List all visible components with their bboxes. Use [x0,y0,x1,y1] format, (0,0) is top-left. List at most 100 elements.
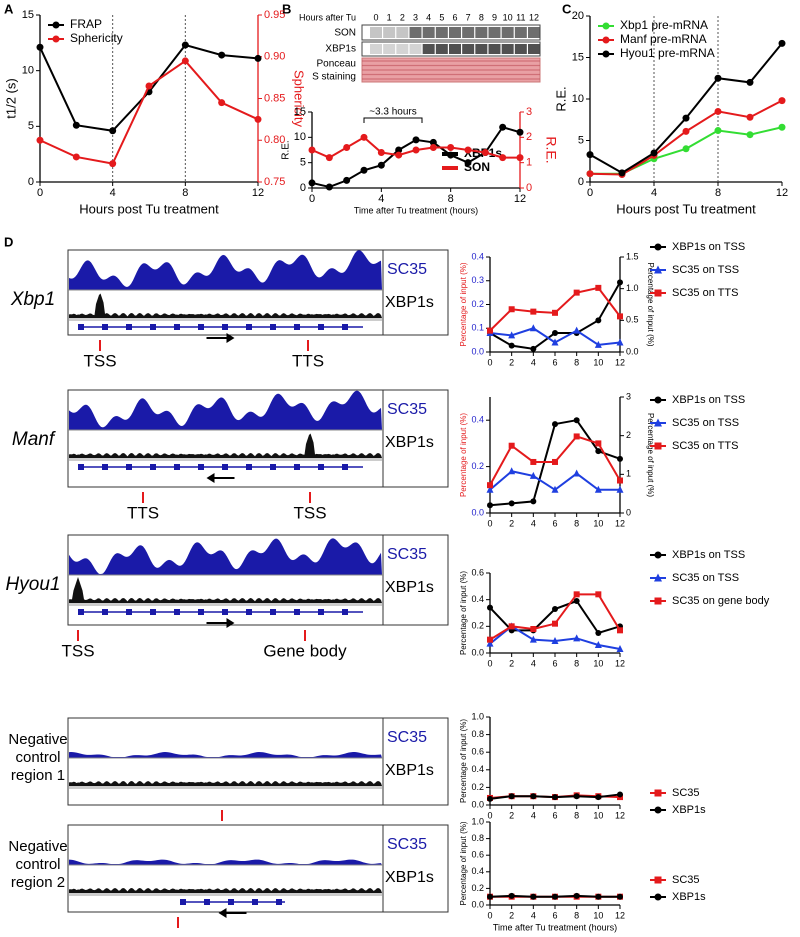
exon [318,324,324,330]
marker [377,161,385,169]
marker [573,326,581,334]
x-tick-label: 0 [487,910,492,920]
marker [530,345,537,352]
panel-label: A [4,1,14,16]
marker [551,485,559,493]
y2-tick-label: 2 [626,430,631,440]
marker [181,57,189,65]
annotation-bracket [363,117,423,123]
x-tick-label: 10 [593,810,603,820]
marker [573,591,580,598]
x-tick-label: 6 [552,910,557,920]
marker [499,154,507,162]
x-tick-label: 0 [309,193,315,205]
marker [530,308,537,315]
y-tick-label: 0.8 [471,833,484,843]
x-tick-label: 2 [509,658,514,668]
y-tick-label: 15 [572,51,584,63]
marker [487,893,493,900]
marker [573,433,580,440]
legend-label: XBP1s on TSS [672,549,745,561]
marker [72,153,80,161]
sc35-coverage [69,859,382,865]
marker [654,551,662,559]
x-tick-label: 4 [531,658,536,668]
exon [294,464,300,470]
exon [150,464,156,470]
lane-label: 11 [516,12,525,22]
x-axis-label: Hours post Tu treatment [79,201,219,216]
y2-tick-label: 3 [526,106,532,118]
marker [109,127,117,135]
y2-tick-label: 2 [526,131,532,143]
x-tick-label: 10 [593,658,603,668]
marker [360,166,368,174]
legend-label: SC35 on TTS [672,287,738,299]
exon [150,324,156,330]
marker [72,121,80,129]
region-name: Negative [8,838,67,855]
y2-tick-label: 0.5 [626,315,639,325]
marker [516,154,524,162]
y-tick-label: 0.0 [471,899,484,909]
marker [325,154,333,162]
x-tick-label: 12 [252,187,264,199]
x-axis-label: Time after Tu treatment (hours) [493,922,617,932]
legend-label: XBP1s [672,804,706,816]
legend-label: SC35 on gene body [672,595,770,607]
x-axis-label: Hours post Tu treatment [616,201,756,216]
exon [102,324,108,330]
son-band [370,27,382,38]
region-name: Negative [8,731,67,748]
legend-label: XBP1s [672,891,706,903]
marker [412,136,420,144]
exon [228,899,234,905]
marker [508,342,515,349]
x-tick-label: 0 [487,658,492,668]
y-tick-label: 0.2 [471,782,484,792]
marker [486,485,494,493]
x-tick-label: 0 [37,187,43,199]
y-tick-label: 0.2 [471,299,484,309]
y-axis-label: Percentage of input (%) [459,571,468,655]
x-tick-label: 0 [487,357,492,367]
marker [602,22,610,30]
marker [530,893,537,900]
marker [778,39,786,47]
marker [508,442,515,449]
marker [552,794,558,801]
marker [617,455,623,462]
panel-label: B [282,1,291,16]
marker [508,623,515,630]
y2-tick-label: 0 [626,507,631,517]
site-label: TSS [83,351,116,370]
marker [516,128,524,136]
lane-label: 6 [452,12,457,22]
marker [602,50,610,58]
region-name: control [15,856,60,873]
marker [654,573,662,582]
legend-label: Sphericity [70,31,123,45]
y2-axis-label: R.E. [543,136,559,163]
son-band [514,27,527,38]
exon [342,464,348,470]
y2-tick-label: 0.85 [264,92,285,104]
legend-label: FRAP [70,17,102,31]
exon [150,609,156,615]
y-tick-label: 0 [28,176,34,188]
exon [222,464,228,470]
y2-tick-label: 0.75 [264,176,285,188]
legend-label: SC35 [672,787,700,799]
exon [78,324,84,330]
signal-label: SC35 [387,261,427,278]
marker [325,183,333,191]
xbp1s-band [475,44,488,54]
x-tick-label: 8 [574,810,579,820]
y-tick-label: 0.4 [471,764,484,774]
exon [102,464,108,470]
y-tick-label: 10 [294,131,306,143]
exon [318,609,324,615]
x-axis-label: Time after Tu treatment (hours) [354,205,478,215]
marker [412,146,420,154]
signal-label: SC35 [387,401,427,418]
